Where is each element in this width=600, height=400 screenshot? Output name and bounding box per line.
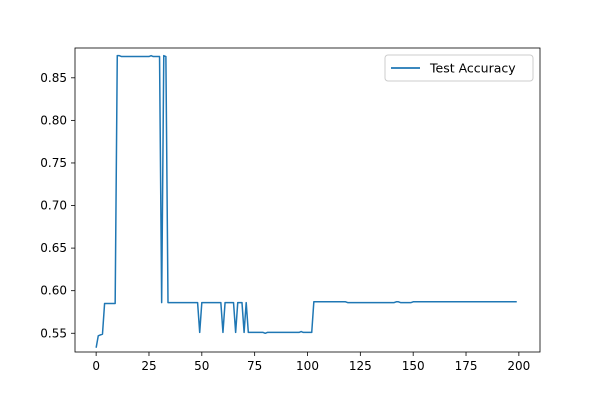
- x-tick-label: 100: [296, 359, 319, 373]
- y-axis: 0.55 0.60 0.65 0.70 0.75 0.80 0.85: [40, 71, 75, 340]
- series-line-test-accuracy: [95, 54, 517, 348]
- x-tick-label: 25: [141, 359, 156, 373]
- legend-box: [384, 54, 534, 82]
- x-tick-label: 200: [507, 359, 530, 373]
- x-tick-label: 75: [247, 359, 262, 373]
- y-tick-label: 0.60: [40, 284, 67, 298]
- x-tick-label: 125: [349, 359, 372, 373]
- y-tick-label: 0.70: [40, 199, 67, 213]
- y-tick-label: 0.55: [40, 326, 67, 340]
- legend-label: Test Accuracy: [429, 61, 516, 76]
- y-tick-label: 0.75: [40, 156, 67, 170]
- y-tick-label: 0.65: [40, 241, 67, 255]
- x-tick-label: 0: [92, 359, 100, 373]
- x-tick-label: 50: [194, 359, 209, 373]
- x-tick-label: 175: [455, 359, 478, 373]
- legend: Test Accuracy: [384, 54, 534, 82]
- series-layer: [95, 54, 517, 348]
- x-tick-label: 150: [402, 359, 425, 373]
- plot-area: [75, 48, 540, 352]
- y-tick-label: 0.80: [40, 113, 67, 127]
- y-tick-label: 0.85: [40, 71, 67, 85]
- plot-frame: [74, 47, 541, 353]
- x-axis: 0 25 50 75 100 125 150 175 200: [92, 352, 530, 373]
